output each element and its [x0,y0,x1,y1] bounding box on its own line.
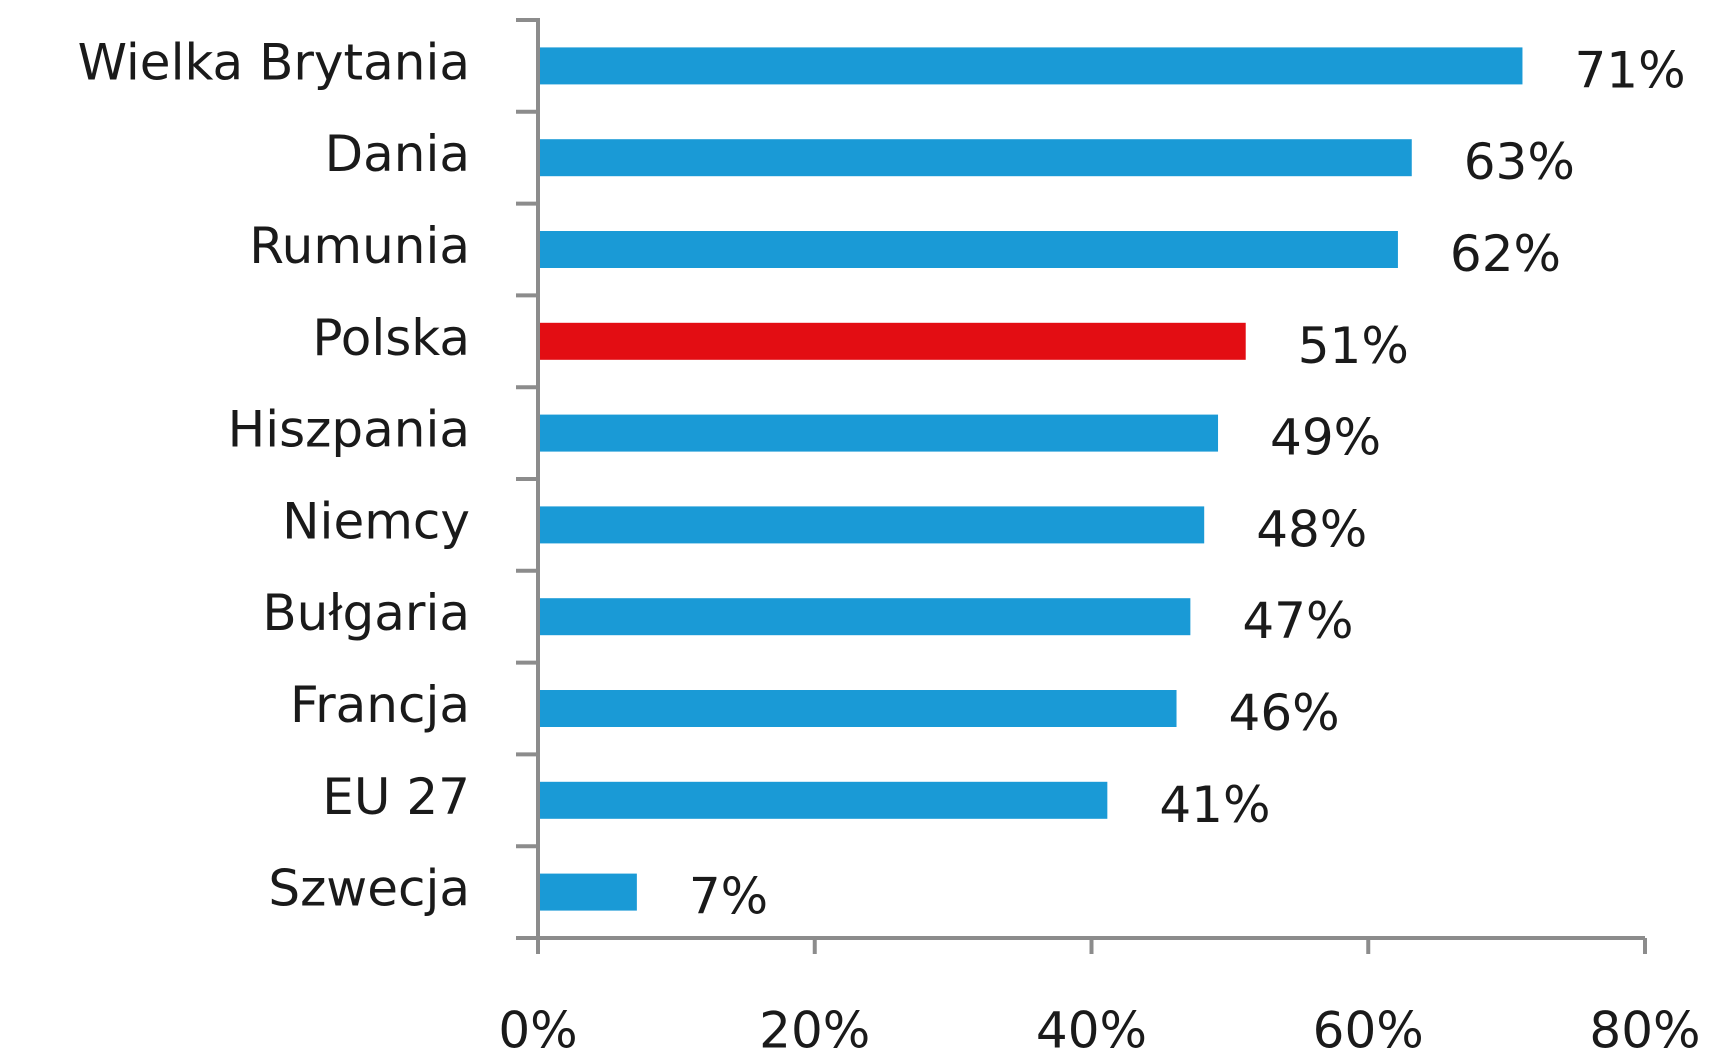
x-tick-label: 0% [498,1002,577,1060]
value-label: 7% [689,868,768,926]
y-tick-label: Bułgaria [262,584,470,642]
y-tick-label: Francja [290,676,470,734]
x-tick-label: 20% [759,1002,870,1060]
bar [540,690,1177,727]
value-label: 51% [1298,317,1409,375]
bar [540,873,637,911]
bar [540,231,1398,268]
x-tick-label: 40% [1036,1002,1147,1060]
bar [540,47,1523,85]
value-label: 41% [1159,776,1270,834]
bar [540,781,1108,819]
value-label: 49% [1270,409,1381,467]
y-tick-label: Wielka Brytania [78,33,470,91]
bar [540,322,1246,360]
bar [540,414,1219,452]
bar [540,139,1412,177]
y-tick-label: Szwecja [268,860,470,918]
y-tick-label: Dania [325,125,470,183]
value-label: 71% [1574,41,1685,99]
y-tick-label: Hiszpania [228,401,470,459]
value-label: 48% [1256,500,1367,558]
value-label: 62% [1450,225,1561,283]
x-tick-label: 60% [1313,1002,1424,1060]
value-label: 63% [1464,133,1575,191]
y-tick-label: Rumunia [249,217,470,275]
y-tick-label: EU 27 [322,768,470,826]
y-tick-label: Polska [312,309,470,367]
x-tick-label: 80% [1589,1002,1700,1060]
value-label: 47% [1242,592,1353,650]
value-label: 46% [1229,684,1340,742]
bar [540,506,1205,544]
bar [540,598,1191,636]
y-tick-label: Niemcy [282,492,470,550]
